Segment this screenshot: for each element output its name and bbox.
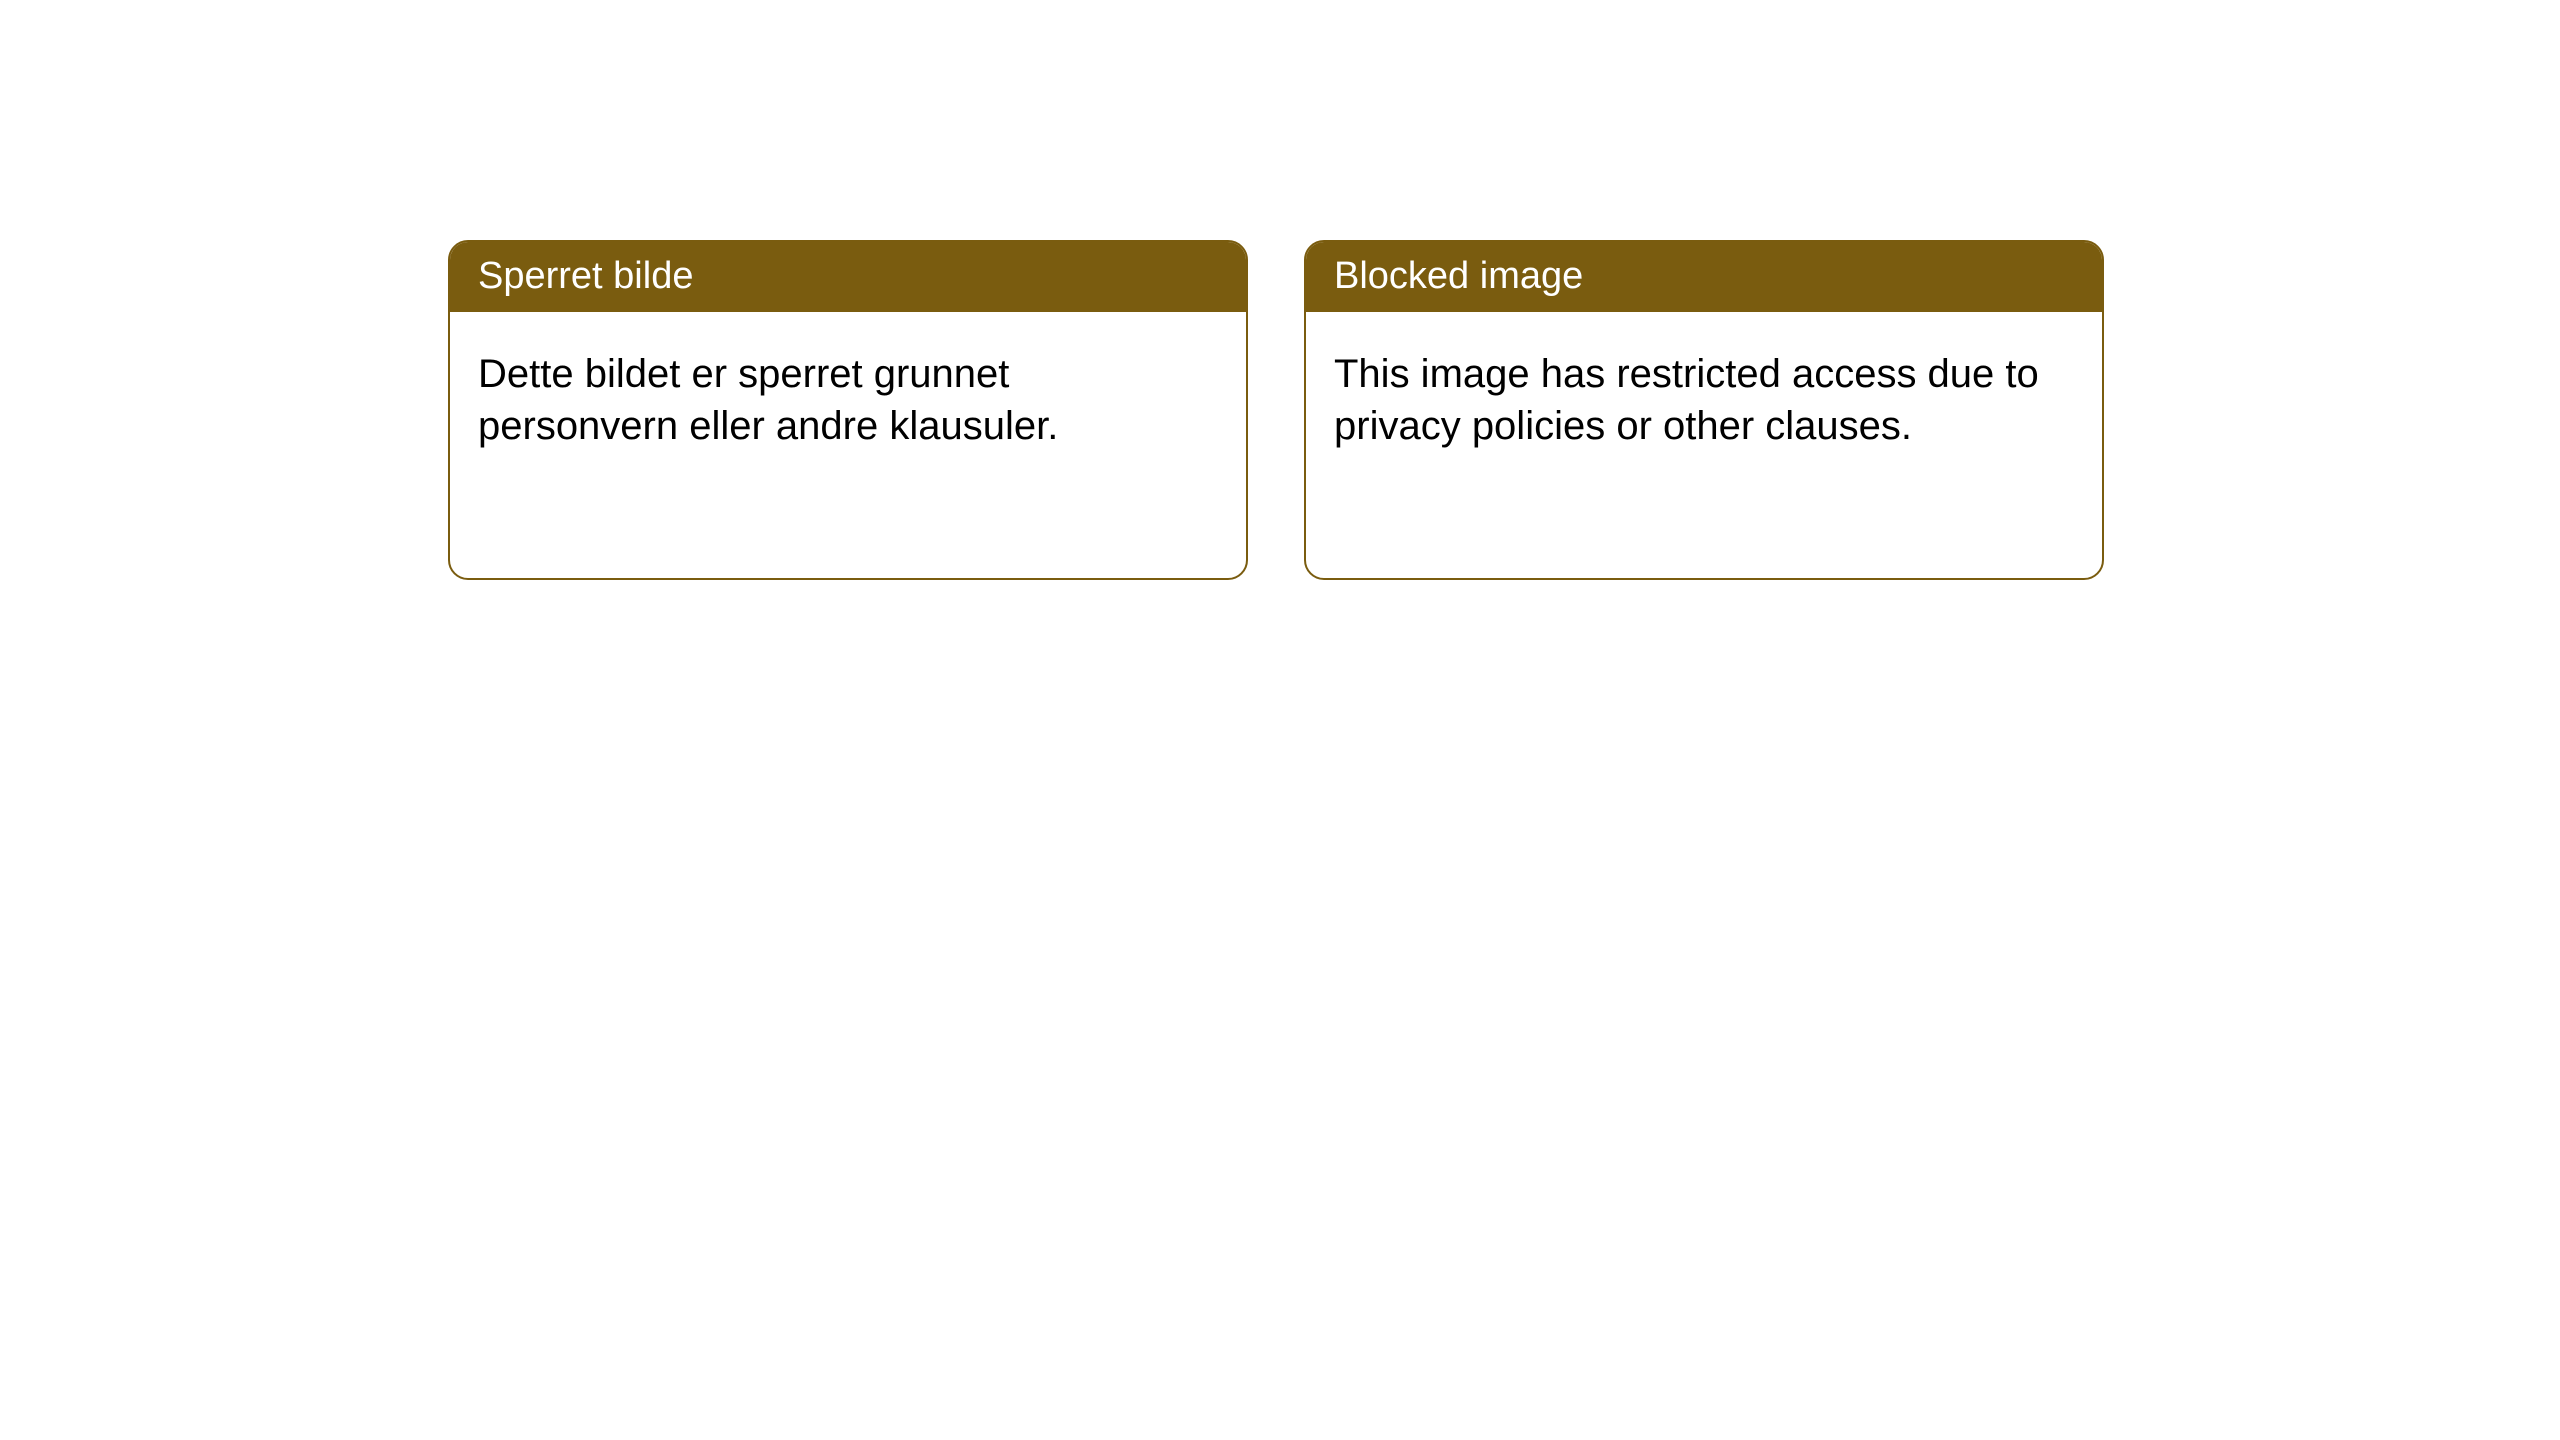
notice-card-norwegian: Sperret bilde Dette bildet er sperret gr… [448, 240, 1248, 580]
notice-cards-container: Sperret bilde Dette bildet er sperret gr… [448, 240, 2104, 580]
notice-header: Sperret bilde [450, 242, 1246, 312]
notice-header: Blocked image [1306, 242, 2102, 312]
notice-body: Dette bildet er sperret grunnet personve… [450, 312, 1246, 488]
notice-card-english: Blocked image This image has restricted … [1304, 240, 2104, 580]
notice-body: This image has restricted access due to … [1306, 312, 2102, 488]
